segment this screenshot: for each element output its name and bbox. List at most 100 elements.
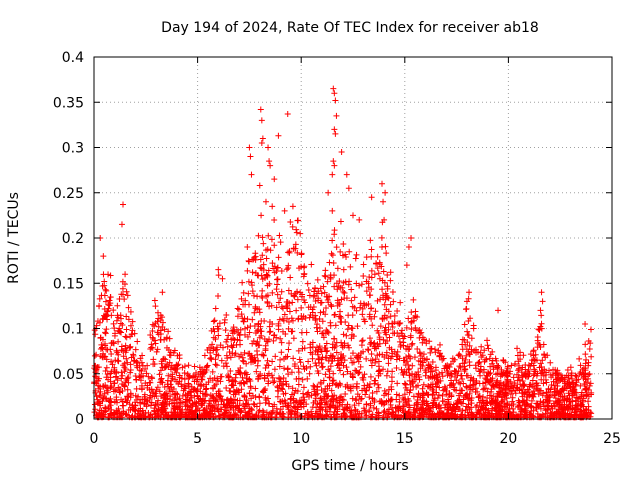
data-point <box>186 373 193 380</box>
data-point <box>127 394 134 401</box>
data-point <box>487 400 494 407</box>
data-point <box>154 309 161 316</box>
data-point <box>539 413 546 420</box>
data-point <box>313 404 320 411</box>
data-point <box>233 386 240 393</box>
data-point <box>582 365 589 372</box>
data-point <box>540 380 547 387</box>
data-point <box>93 393 100 400</box>
data-point <box>99 353 106 360</box>
data-point <box>118 221 125 228</box>
data-point <box>275 388 282 395</box>
data-point <box>427 373 434 380</box>
data-point <box>266 329 273 336</box>
data-point <box>410 393 417 400</box>
data-point <box>200 368 207 375</box>
data-point <box>411 354 418 361</box>
data-point <box>192 386 199 393</box>
data-point <box>235 306 242 313</box>
data-point <box>234 336 241 343</box>
data-point <box>408 341 415 348</box>
data-point <box>156 388 163 395</box>
y-tick-label: 0.25 <box>53 186 84 202</box>
data-point <box>385 406 392 413</box>
data-point <box>230 324 237 331</box>
data-point <box>407 334 414 341</box>
data-point <box>294 249 301 256</box>
data-point <box>246 144 253 151</box>
data-point <box>154 384 161 391</box>
data-point <box>353 280 360 287</box>
data-point <box>333 339 340 346</box>
data-point <box>384 294 391 301</box>
data-point <box>368 362 375 369</box>
data-point <box>445 400 452 407</box>
data-point <box>212 361 219 368</box>
data-point <box>557 393 564 400</box>
data-point <box>272 353 279 360</box>
data-point <box>249 288 256 295</box>
data-point <box>435 403 442 410</box>
data-point <box>245 290 252 297</box>
data-point <box>115 358 122 365</box>
data-point <box>359 311 366 318</box>
data-point <box>129 327 136 334</box>
data-point <box>319 364 326 371</box>
data-point <box>239 357 246 364</box>
data-point <box>467 315 474 322</box>
data-point <box>157 367 164 374</box>
data-point <box>96 409 103 416</box>
data-point <box>312 395 319 402</box>
data-point <box>542 354 549 361</box>
data-point <box>127 367 134 374</box>
data-point <box>257 256 264 263</box>
data-point <box>259 135 266 142</box>
data-point <box>396 398 403 405</box>
data-point <box>393 356 400 363</box>
data-point <box>224 355 231 362</box>
data-point <box>249 356 256 363</box>
data-point <box>113 396 120 403</box>
data-point <box>226 348 233 355</box>
data-point <box>375 363 382 370</box>
data-point <box>329 252 336 259</box>
data-point <box>522 413 529 420</box>
data-point <box>238 386 245 393</box>
data-point <box>356 369 363 376</box>
data-point <box>110 320 117 327</box>
data-point <box>400 357 407 364</box>
data-point <box>477 349 484 356</box>
data-point <box>260 352 267 359</box>
data-point <box>387 301 394 308</box>
data-point <box>522 361 529 368</box>
data-point <box>104 389 111 396</box>
data-point <box>363 387 370 394</box>
data-point <box>241 349 248 356</box>
data-point <box>349 359 356 366</box>
data-point <box>339 284 346 291</box>
data-point <box>318 348 325 355</box>
data-point <box>277 335 284 342</box>
data-point <box>125 374 132 381</box>
data-point <box>467 397 474 404</box>
data-point <box>479 404 486 411</box>
x-tick-label: 0 <box>90 431 99 447</box>
data-point <box>419 334 426 341</box>
data-point <box>559 405 566 412</box>
data-point <box>171 347 178 354</box>
data-point <box>325 366 332 373</box>
data-point <box>459 336 466 343</box>
data-point <box>122 342 129 349</box>
data-point <box>588 353 595 360</box>
data-point <box>425 365 432 372</box>
data-point <box>396 392 403 399</box>
data-point <box>430 399 437 406</box>
data-point <box>159 379 166 386</box>
data-point <box>247 153 254 160</box>
data-point <box>459 341 466 348</box>
data-point <box>524 401 531 408</box>
data-point <box>486 392 493 399</box>
data-point <box>271 242 278 249</box>
data-point <box>320 283 327 290</box>
data-point <box>266 303 273 310</box>
